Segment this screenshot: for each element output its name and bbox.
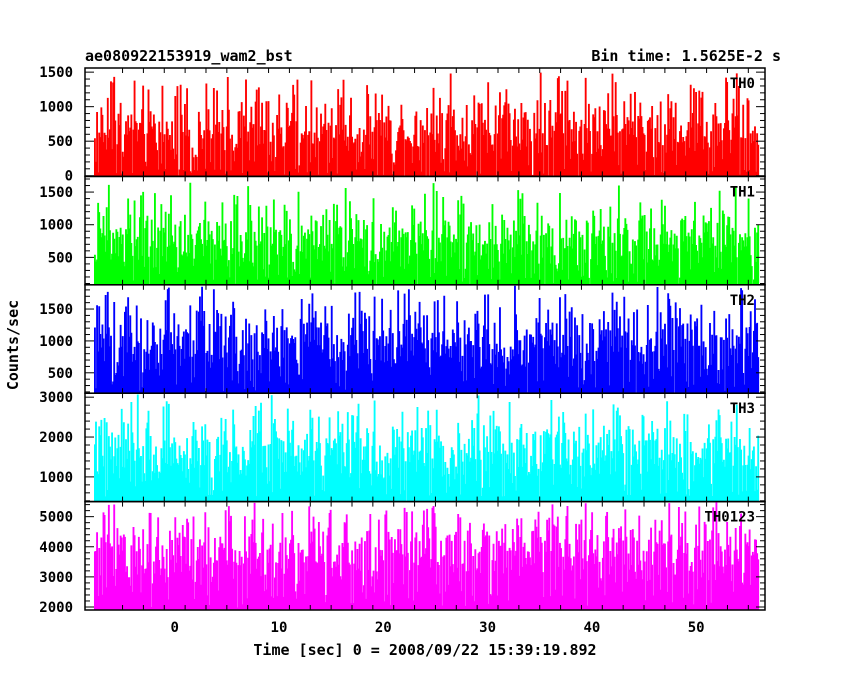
x-axis-label: Time [sec] 0 = 2008/09/22 15:39:19.892 bbox=[253, 641, 596, 659]
y-tick-label: 4000 bbox=[39, 540, 73, 556]
y-tick-label: 1000 bbox=[39, 218, 73, 234]
panel-label-th0: TH0 bbox=[730, 76, 755, 92]
y-tick-label: 2000 bbox=[39, 600, 73, 616]
panels-group: 0 500 1000 1500 TH0 500 1000 1500 TH1 500 1000 1500… bbox=[39, 65, 766, 616]
x-tick-label: 0 bbox=[170, 620, 178, 636]
series-th2 bbox=[93, 285, 760, 394]
y-tick-label: 3000 bbox=[39, 390, 73, 406]
x-tick-label: 50 bbox=[688, 620, 705, 636]
series-th0123 bbox=[93, 501, 760, 611]
x-tick-label: 10 bbox=[271, 620, 288, 636]
x-tick-label: 40 bbox=[583, 620, 600, 636]
panel-th0: 0 500 1000 1500 TH0 bbox=[39, 65, 766, 185]
series-th3 bbox=[93, 394, 760, 502]
y-tick-label: 0 bbox=[65, 169, 73, 185]
y-tick-label: 500 bbox=[48, 366, 73, 382]
panel-th1: 500 1000 1500 TH1 bbox=[39, 175, 766, 286]
panel-th3: 1000 2000 3000 TH3 bbox=[39, 390, 766, 503]
panel-label-th2: TH2 bbox=[730, 293, 755, 309]
chart-title-left: ae080922153919_wam2_bst bbox=[85, 47, 293, 65]
x-axis: 0 10 20 30 40 50 bbox=[170, 620, 704, 636]
x-tick-label: 20 bbox=[375, 620, 392, 636]
panel-label-th3: TH3 bbox=[730, 401, 755, 417]
y-tick-label: 500 bbox=[48, 134, 73, 150]
x-tick-label: 30 bbox=[479, 620, 496, 636]
y-tick-label: 1000 bbox=[39, 334, 73, 350]
series-th1 bbox=[93, 182, 760, 285]
y-tick-label: 2000 bbox=[39, 430, 73, 446]
chart-title-right: Bin time: 1.5625E-2 s bbox=[591, 47, 781, 65]
panel-label-th1: TH1 bbox=[730, 184, 755, 200]
panel-th0123: 2000 3000 4000 5000 TH0123 bbox=[39, 500, 766, 616]
y-axis-label: Counts/sec bbox=[4, 300, 22, 390]
panel-th2: 500 1000 1500 TH2 bbox=[39, 284, 766, 394]
panel-frame bbox=[84, 500, 766, 611]
y-tick-label: 1000 bbox=[39, 470, 73, 486]
y-tick-label: 3000 bbox=[39, 570, 73, 586]
y-tick-label: 5000 bbox=[39, 510, 73, 526]
y-tick-label: 1500 bbox=[39, 185, 73, 201]
y-tick-label: 1500 bbox=[39, 65, 73, 81]
y-tick-label: 500 bbox=[48, 250, 73, 266]
panel-label-th0123: TH0123 bbox=[704, 510, 755, 526]
y-tick-label: 1000 bbox=[39, 100, 73, 116]
y-tick-label: 1500 bbox=[39, 302, 73, 318]
series-th0 bbox=[93, 72, 760, 177]
